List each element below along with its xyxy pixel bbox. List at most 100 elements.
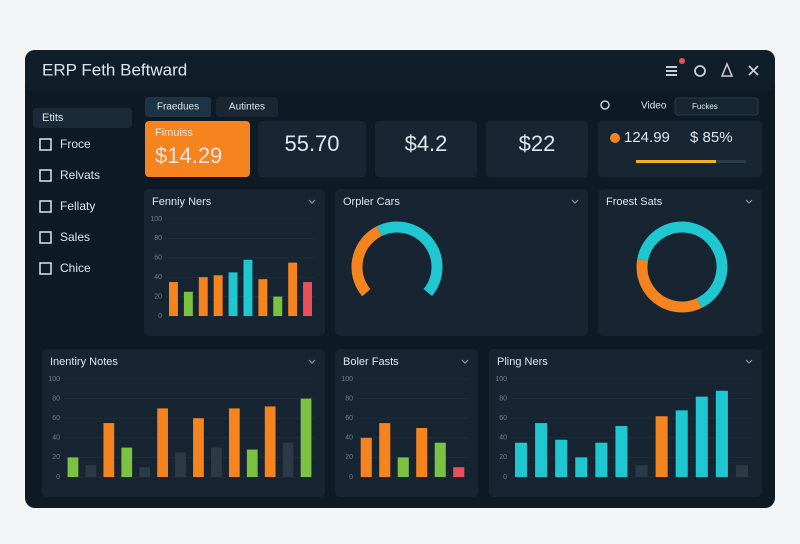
bell-icon[interactable] — [720, 62, 734, 77]
bar — [273, 296, 283, 316]
y-tick-label: 100 — [495, 376, 507, 383]
bar — [695, 396, 708, 477]
y-tick-label: 80 — [345, 395, 353, 402]
tab[interactable] — [145, 97, 211, 117]
panel-menu[interactable] — [461, 359, 469, 364]
window-controls[interactable] — [666, 58, 759, 77]
panel-title: Fenniy Ners — [152, 196, 212, 208]
kpi-card — [598, 121, 762, 177]
bar — [615, 426, 628, 477]
y-tick-label: 40 — [345, 435, 353, 442]
bar — [228, 408, 240, 477]
bar — [85, 465, 97, 477]
y-tick-label: 40 — [499, 435, 507, 442]
y-tick-label: 80 — [52, 395, 60, 402]
y-tick-label: 100 — [150, 216, 162, 223]
bar — [555, 439, 568, 477]
bar — [157, 408, 168, 477]
kpi-value: $ 85% — [690, 129, 733, 146]
y-tick-label: 60 — [52, 415, 60, 422]
y-tick-label: 100 — [341, 376, 353, 383]
status-icon[interactable] — [694, 65, 706, 77]
kpi-value: $22 — [519, 131, 556, 156]
y-tick-label: 0 — [503, 474, 507, 481]
sidebar-item[interactable]: Sales — [60, 230, 90, 244]
sidebar-icon[interactable] — [39, 231, 52, 244]
bar — [575, 457, 588, 477]
sidebar-icon[interactable] — [39, 262, 52, 275]
y-tick-label: 80 — [154, 235, 162, 242]
sidebar-icon[interactable] — [39, 138, 52, 151]
kpi-card — [486, 121, 588, 177]
bar — [183, 291, 193, 316]
kpi-dot — [610, 133, 620, 143]
sidebar-item[interactable]: Relvats — [60, 168, 100, 182]
ring-segment — [351, 221, 443, 313]
sidebar-header: Etits — [42, 112, 64, 124]
bar — [67, 457, 79, 477]
panel-menu[interactable] — [571, 199, 579, 204]
menu-icon[interactable] — [666, 66, 677, 68]
sidebar-header-bg — [33, 108, 132, 128]
sidebar-icon[interactable] — [39, 169, 52, 182]
panel-menu[interactable] — [308, 359, 316, 364]
bar — [246, 449, 258, 477]
search-placeholder: Fuckes — [692, 102, 718, 111]
search-box[interactable] — [674, 97, 759, 116]
kpi-card — [145, 121, 250, 177]
sidebar-item[interactable]: Fellaty — [60, 199, 95, 213]
bar — [535, 423, 548, 477]
bar — [264, 406, 276, 477]
kpi-card — [375, 121, 477, 177]
panel — [598, 189, 762, 336]
tab-label: Autintes — [229, 102, 265, 113]
panel-title: Inentiry Notes — [50, 356, 118, 368]
bar — [735, 465, 748, 477]
panel-title: Pling Ners — [497, 356, 548, 368]
y-tick-label: 60 — [499, 415, 507, 422]
sidebar-item[interactable]: Froce — [60, 137, 91, 151]
kpi-label: Fimuiss — [155, 127, 193, 139]
bar — [228, 272, 238, 316]
y-tick-label: 40 — [154, 274, 162, 281]
bar — [175, 452, 186, 477]
bar — [168, 282, 178, 316]
panel-menu[interactable] — [745, 199, 753, 204]
bar — [121, 447, 133, 477]
sidebar-item[interactable]: Chice — [60, 261, 91, 275]
panel-menu[interactable] — [308, 199, 316, 204]
tab-label: Fraedues — [157, 102, 199, 113]
bar — [198, 277, 208, 316]
panel-title: Froest Sats — [606, 196, 663, 208]
y-tick-label: 80 — [499, 395, 507, 402]
bar — [243, 259, 253, 316]
bar — [300, 398, 312, 477]
bar — [360, 437, 372, 477]
sidebar-icon[interactable] — [39, 200, 52, 213]
toolbar-link[interactable]: Video — [641, 101, 667, 112]
y-tick-label: 100 — [48, 376, 60, 383]
bar — [595, 442, 608, 477]
bar — [282, 442, 294, 477]
bar — [515, 442, 528, 477]
panel-title: Orpler Cars — [343, 196, 400, 208]
bar — [655, 416, 668, 477]
y-tick-label: 20 — [52, 454, 60, 461]
panel-title: Boler Fasts — [343, 356, 399, 368]
y-tick-label: 20 — [499, 454, 507, 461]
panel-menu[interactable] — [745, 359, 753, 364]
y-tick-label: 20 — [345, 454, 353, 461]
bar — [139, 467, 151, 477]
tab[interactable] — [216, 97, 278, 117]
close-icon[interactable] — [748, 65, 759, 76]
bar — [213, 275, 223, 316]
y-tick-label: 0 — [56, 474, 60, 481]
search-icon[interactable] — [600, 100, 610, 110]
bar — [434, 442, 446, 477]
bar — [379, 423, 391, 477]
y-tick-label: 60 — [154, 255, 162, 262]
bar — [635, 465, 648, 477]
y-tick-label: 20 — [154, 293, 162, 300]
progress-fill — [636, 160, 716, 163]
